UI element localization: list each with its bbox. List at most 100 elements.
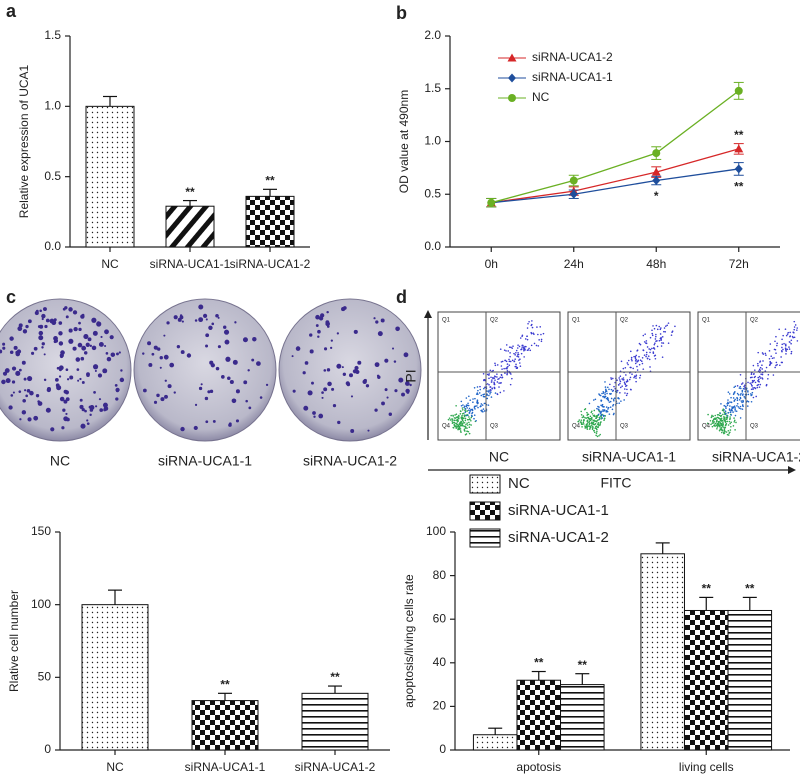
- flow-event: [725, 423, 727, 426]
- flow-event: [779, 364, 781, 367]
- flow-event: [598, 410, 601, 413]
- flow-event: [645, 353, 648, 356]
- flow-event: [459, 413, 462, 415]
- flow-event: [523, 356, 525, 358]
- flow-event: [511, 347, 514, 349]
- flow-event: [648, 358, 651, 361]
- colony: [375, 320, 379, 324]
- flow-event: [542, 332, 545, 335]
- flow-event: [540, 340, 543, 343]
- colony: [83, 334, 89, 340]
- flow-event: [771, 357, 774, 360]
- flow-event: [457, 428, 459, 431]
- flow-event: [488, 389, 490, 392]
- colony: [79, 398, 83, 402]
- flow-event: [663, 327, 666, 329]
- flow-event: [583, 418, 585, 421]
- colony: [205, 318, 208, 321]
- flow-event: [653, 346, 655, 349]
- legend-swatch: [469, 528, 501, 548]
- flow-event: [781, 346, 783, 349]
- flow-event: [789, 331, 791, 334]
- flow-event: [597, 408, 600, 411]
- flow-event: [781, 338, 783, 341]
- flow-event: [517, 356, 520, 358]
- flow-event: [793, 326, 796, 328]
- flow-event: [712, 419, 714, 422]
- flow-event: [587, 421, 589, 424]
- flow-event: [757, 378, 760, 381]
- flow-event: [596, 414, 599, 417]
- colony: [58, 331, 63, 336]
- flow-event: [758, 368, 761, 371]
- flow-event: [482, 372, 485, 375]
- flow-event: [464, 427, 467, 429]
- colony: [5, 378, 11, 384]
- colony: [225, 356, 231, 362]
- flow-event: [602, 408, 604, 411]
- colony: [27, 417, 32, 422]
- colony: [193, 425, 198, 431]
- colony: [403, 352, 409, 358]
- colony: [91, 345, 97, 351]
- flow-event: [768, 364, 771, 367]
- x-tick-label: siRNA-UCA1-1: [185, 760, 266, 774]
- flow-event: [531, 326, 534, 329]
- x-tick-label: 72h: [729, 257, 749, 271]
- flow-event: [752, 396, 755, 399]
- flow-event: [739, 417, 742, 419]
- colony: [169, 362, 175, 368]
- flow-event: [784, 347, 787, 349]
- colony: [41, 313, 46, 319]
- y-tick-label: 50: [38, 670, 52, 684]
- flow-event: [645, 342, 647, 344]
- flow-event: [715, 424, 718, 427]
- flow-event: [618, 402, 621, 404]
- flow-event: [518, 345, 521, 348]
- flow-event: [476, 405, 478, 407]
- colony: [323, 369, 327, 372]
- flow-event: [478, 392, 481, 394]
- legend-label: siRNA-UCA1-2: [508, 529, 609, 546]
- flow-event: [459, 410, 462, 412]
- flow-event: [588, 425, 591, 428]
- colony: [11, 380, 16, 384]
- flow-event: [629, 350, 632, 353]
- flow-event: [768, 350, 771, 352]
- flow-event: [664, 330, 667, 333]
- flow-event: [473, 386, 476, 389]
- flow-event: [772, 374, 775, 376]
- flow-event: [602, 392, 605, 394]
- flow-event: [636, 369, 639, 371]
- flow-event: [607, 406, 610, 409]
- flow-event: [787, 331, 790, 334]
- flow-event: [591, 410, 593, 413]
- flow-event: [648, 348, 650, 350]
- flow-event: [531, 320, 533, 322]
- flow-event: [525, 345, 527, 348]
- flow-event: [451, 422, 454, 424]
- colony: [163, 354, 169, 360]
- flow-event: [593, 415, 596, 418]
- y-tick-label: 1.5: [44, 28, 61, 42]
- flow-event: [739, 397, 742, 400]
- colony: [151, 352, 155, 356]
- flow-event: [539, 326, 542, 328]
- flow-event: [790, 342, 792, 345]
- flow-event: [712, 415, 715, 418]
- flow-y-label: PI: [403, 369, 419, 382]
- colony: [85, 342, 90, 347]
- colony: [98, 341, 104, 347]
- flow-event: [603, 396, 606, 399]
- flow-event: [792, 336, 794, 339]
- flow-event: [608, 401, 611, 403]
- colony: [353, 329, 358, 334]
- flow-event: [606, 386, 609, 389]
- flow-event: [659, 328, 662, 331]
- colony: [295, 346, 301, 351]
- flow-event: [489, 386, 491, 388]
- colony: [23, 377, 27, 381]
- flow-event: [496, 376, 498, 378]
- flow-event: [582, 416, 585, 418]
- colony: [318, 413, 324, 419]
